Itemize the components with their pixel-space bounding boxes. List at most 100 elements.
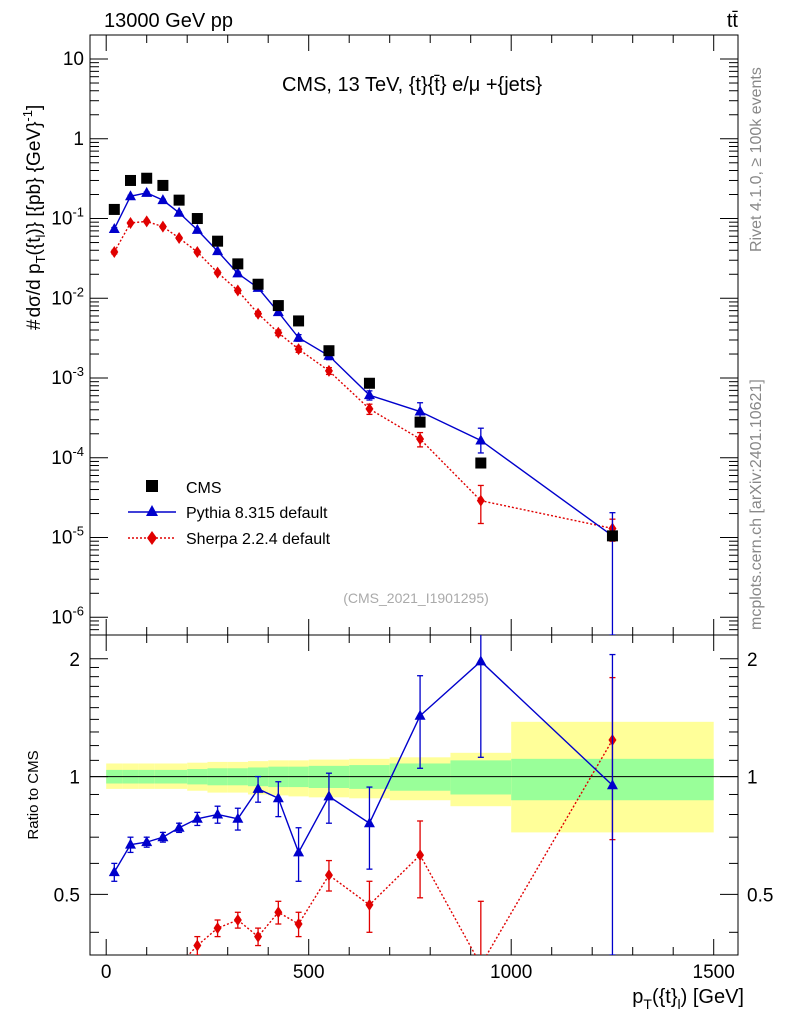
sherpa-point <box>233 284 242 297</box>
ratio-y-tick-label-left: 0.5 <box>54 885 80 906</box>
pythia-point <box>475 434 487 445</box>
pythia-point <box>272 306 284 317</box>
main-y-tick-label: 10-3 <box>51 364 84 389</box>
legend-marker-sherpa <box>147 531 157 545</box>
sherpa-point <box>294 918 303 931</box>
rivet-version-label: Rivet 4.1.0, ≥ 100k events <box>748 67 765 252</box>
cms-data-point <box>293 315 305 327</box>
sherpa-point <box>324 869 333 882</box>
sherpa-point <box>213 922 222 935</box>
cms-data-point <box>414 416 426 428</box>
main-y-tick-label: 10-2 <box>51 284 84 309</box>
sherpa-point <box>365 898 374 911</box>
main-y-tick-label: 10-6 <box>51 603 84 628</box>
cms-data-point <box>108 203 120 215</box>
x-axis-label: pT({t}l) [GeV] <box>632 986 744 1012</box>
ratio-y-axis-label: Ratio to CMS <box>25 750 42 839</box>
main-y-axis-label: #dσ/d pT({tl)} [{pb} {GeV}-1] <box>20 105 48 330</box>
pythia-point <box>414 709 426 720</box>
pythia-point <box>414 405 426 416</box>
ratio-band-inner <box>450 760 512 795</box>
pythia-point <box>323 790 335 801</box>
sherpa-point <box>143 981 151 993</box>
legend-label-cms: CMS <box>186 480 222 497</box>
x-tick-label: 1000 <box>490 962 532 983</box>
main-y-tick-label: 1 <box>73 129 84 150</box>
svg-text:pT({t}l) [GeV]: pT({t}l) [GeV] <box>632 986 744 1012</box>
pythia-point <box>108 866 120 877</box>
sherpa-point <box>416 433 425 446</box>
sherpa-point <box>142 215 151 228</box>
chart-title: CMS, 13 TeV, {t}{t̄} e/μ +{jets} <box>282 74 542 96</box>
pythia-point <box>141 836 153 847</box>
pythia-point <box>108 222 120 233</box>
legend-label-pythia: Pythia 8.315 default <box>186 505 328 522</box>
sherpa-point <box>110 246 119 259</box>
pythia-point <box>252 782 264 793</box>
sherpa-point <box>477 959 485 971</box>
cms-data-point <box>125 174 136 186</box>
cms-data-point <box>141 172 153 184</box>
pythia-point <box>212 808 224 819</box>
pythia-point <box>157 831 169 842</box>
main-y-tick-label: 10-5 <box>51 524 84 549</box>
ratio-y-tick-label-right: 0.5 <box>747 885 773 906</box>
header-left: 13000 GeV pp <box>104 10 233 32</box>
sherpa-point <box>127 981 135 993</box>
sherpa-point <box>213 266 222 279</box>
ratio-y-tick-label-left: 1 <box>69 768 80 789</box>
sherpa-point <box>294 343 303 356</box>
cms-data-point <box>363 377 375 389</box>
sherpa-point <box>274 906 283 919</box>
ratio-series <box>108 635 618 993</box>
sherpa-point <box>254 930 263 943</box>
main-y-tick-label: 10 <box>63 49 84 70</box>
pythia-point <box>606 779 618 790</box>
pythia-ratio-line <box>113 660 613 873</box>
pythia-point <box>141 186 153 197</box>
pythia-point <box>232 267 244 278</box>
sherpa-line <box>113 220 613 530</box>
mcplots-label: mcplots.cern.ch [arXiv:2401.10621] <box>748 379 765 630</box>
pythia-point <box>191 812 203 823</box>
pythia-point <box>212 245 224 256</box>
ratio-frame <box>89 634 739 956</box>
main-y-tick-label: 10-1 <box>51 205 84 230</box>
sherpa-point <box>274 326 283 339</box>
pythia-point <box>232 812 244 823</box>
ratio-y-tick-label-right: 1 <box>747 768 758 789</box>
cms-data-point <box>606 530 618 542</box>
sherpa-point <box>158 220 167 233</box>
sherpa-point <box>254 307 263 320</box>
sherpa-ratio-line <box>187 739 614 955</box>
sherpa-point <box>193 246 202 259</box>
pythia-point <box>272 792 284 803</box>
legend-marker-cms <box>146 480 158 492</box>
legend: CMS Pythia 8.315 default Sherpa 2.2.4 de… <box>128 480 331 548</box>
header-right: tt̄ <box>727 10 739 32</box>
pythia-point <box>125 838 136 849</box>
legend-marker-pythia <box>146 505 158 516</box>
sherpa-point <box>126 216 135 229</box>
sherpa-point <box>193 939 202 952</box>
cms-data-point <box>173 194 185 206</box>
ratio-y-tick-label-left: 2 <box>69 650 80 671</box>
sherpa-point <box>324 364 333 377</box>
pythia-point <box>475 655 487 666</box>
ratio-y-tick-label-right: 2 <box>747 650 758 671</box>
cms-data-point <box>272 300 284 312</box>
sherpa-point <box>476 494 485 507</box>
legend-label-sherpa: Sherpa 2.2.4 default <box>186 531 331 548</box>
cms-data-point <box>212 235 224 247</box>
pythia-point <box>191 223 203 234</box>
sherpa-point <box>175 231 184 244</box>
sherpa-point <box>365 402 374 415</box>
analysis-watermark: (CMS_2021_I1901295) <box>343 590 489 606</box>
ratio-axis-ticks: 0.5 0.5 1 1 2 2 0 500 1000 1500 <box>54 635 773 983</box>
cms-data-point <box>475 457 487 469</box>
x-tick-label: 500 <box>293 962 325 983</box>
cms-data-point <box>252 278 264 290</box>
sherpa-point <box>110 981 118 993</box>
pythia-point <box>173 206 185 217</box>
